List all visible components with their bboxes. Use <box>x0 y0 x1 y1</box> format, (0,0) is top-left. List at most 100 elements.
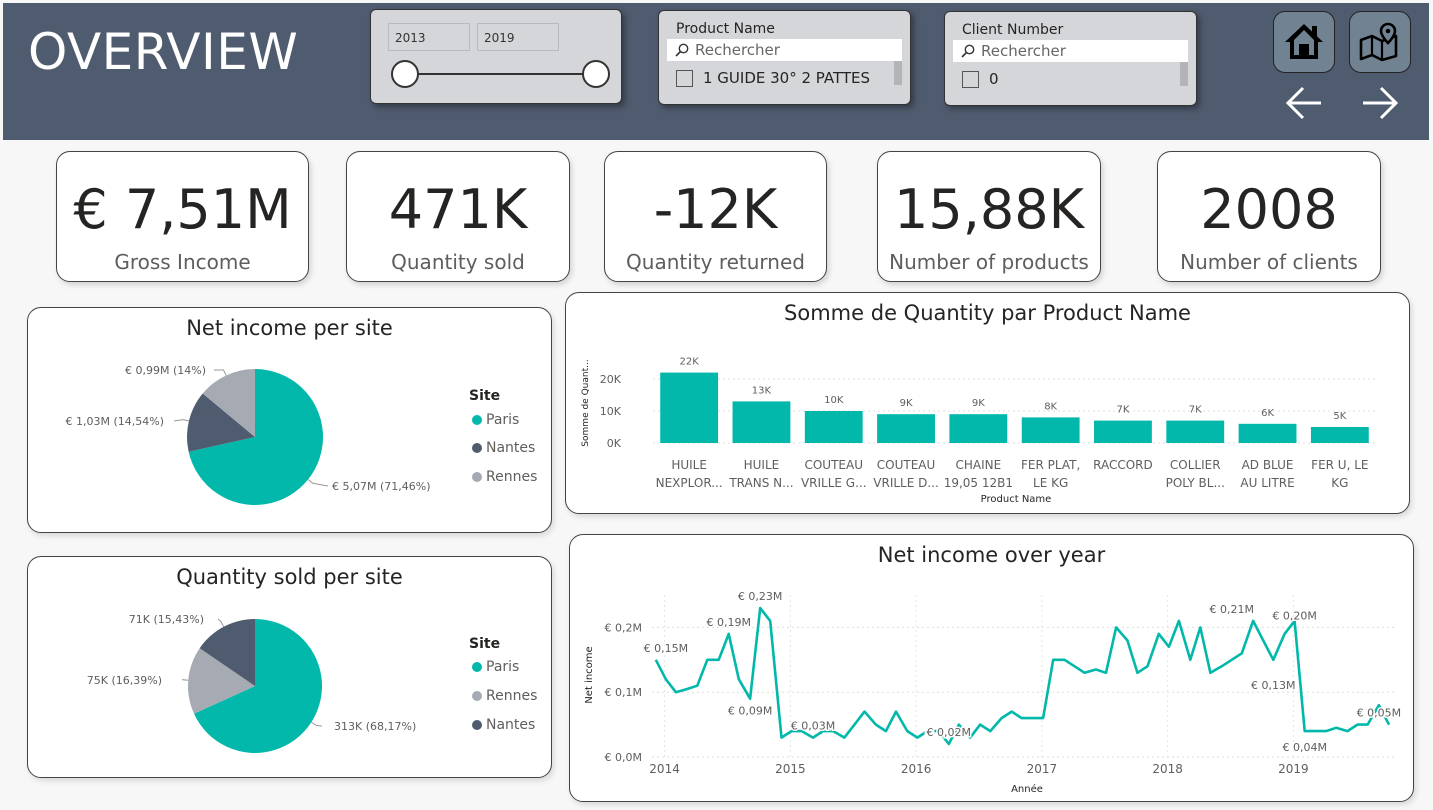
x-tick-label: 2015 <box>775 762 806 776</box>
pie-slice-paris <box>188 369 323 505</box>
kpi-value: € 7,51M <box>73 178 292 241</box>
quantity-sold-per-site-chart: Quantity sold per site 313K (68,17%) 75K … <box>27 556 552 778</box>
product-option-label: 1 GUIDE 30° 2 PATTES <box>703 69 871 87</box>
pie-slice-paris <box>194 619 322 753</box>
legend-item-nantes[interactable]: Nantes <box>472 717 535 733</box>
y-axis-label: Somme de Quant... <box>581 359 591 446</box>
product-option-checkbox[interactable] <box>676 69 693 87</box>
pie-slice-nantes <box>199 619 255 686</box>
year-range-slicer[interactable]: 2013 2019 <box>370 9 622 104</box>
page-title: OVERVIEW <box>28 23 299 81</box>
chart-title: Quantity sold per site <box>176 565 403 589</box>
kpi-value: 471K <box>388 178 528 241</box>
client-slicer-label: Client Number <box>962 22 1064 38</box>
y-tick-label: 20K <box>600 373 622 386</box>
bar <box>1094 420 1152 443</box>
kpi-quantity-sold: 471K Quantity sold <box>346 151 570 282</box>
product-search-placeholder: Rechercher <box>695 41 780 59</box>
x-tick-label: TRANS N... <box>728 476 793 490</box>
x-tick-label: 2016 <box>901 762 932 776</box>
slider-track <box>403 73 595 75</box>
client-list-scrollbar[interactable] <box>1180 62 1188 86</box>
legend-dot <box>472 415 482 425</box>
map-pin-icon <box>1359 22 1398 62</box>
pie-data-label: € 0,99M (14%) <box>125 364 206 377</box>
pie-data-label: 71K (15,43%) <box>129 613 204 626</box>
slider-start-handle[interactable] <box>391 60 419 88</box>
x-tick-label: NEXPLOR... <box>656 476 723 490</box>
year-end-input[interactable]: 2019 <box>477 23 559 51</box>
slider-end-handle[interactable] <box>582 60 610 88</box>
x-axis-label: Année <box>1011 783 1043 795</box>
bar <box>1166 420 1225 443</box>
x-tick-label: CHAINE <box>955 458 1001 472</box>
bar <box>732 401 791 443</box>
series-line-net-income <box>654 606 1391 746</box>
kpi-gross-income: € 7,51M Gross Income <box>56 151 309 282</box>
kpi-value: -12K <box>653 178 778 241</box>
bar-data-label: 7K <box>1189 405 1202 416</box>
client-search-input[interactable]: Rechercher <box>953 40 1188 62</box>
legend-label: Rennes <box>486 688 538 704</box>
product-search-input[interactable]: Rechercher <box>667 39 902 61</box>
legend-dot <box>472 720 482 730</box>
arrow-right-icon[interactable] <box>1360 85 1400 121</box>
bar-data-label: 6K <box>1261 408 1274 419</box>
map-button[interactable] <box>1349 11 1411 73</box>
x-axis-label: Product Name <box>981 494 1052 505</box>
x-tick-label: HUILE <box>744 458 780 472</box>
client-option-checkbox[interactable] <box>962 70 979 88</box>
y-tick-label: € 0,1M <box>605 686 642 699</box>
line-data-label: € 0,20M <box>1272 609 1316 622</box>
pie-slice-rennes <box>202 369 255 437</box>
legend-label: Paris <box>486 412 520 428</box>
line-data-label: € 0,03M <box>791 720 835 733</box>
chart-title: Net income per site <box>186 316 393 340</box>
legend-item-paris[interactable]: Paris <box>472 659 519 675</box>
legend-item-rennes[interactable]: Rennes <box>472 469 537 485</box>
legend-item-rennes[interactable]: Rennes <box>472 688 537 704</box>
kpi-label: Quantity returned <box>626 250 805 274</box>
bar-data-label: 8K <box>1044 401 1057 412</box>
y-tick-label: 10K <box>600 405 622 418</box>
legend-item-paris[interactable]: Paris <box>472 412 519 428</box>
pie-leader-line <box>307 479 329 487</box>
x-tick-label: 2018 <box>1152 762 1183 776</box>
legend-title: Site <box>469 636 501 652</box>
kpi-number-of-clients: 2008 Number of clients <box>1157 151 1381 282</box>
pie-data-label: 75K (16,39%) <box>87 674 162 687</box>
pie-slice-rennes <box>188 648 255 714</box>
product-list-scrollbar[interactable] <box>894 61 902 85</box>
pie-data-label: € 5,07M (71,46%) <box>332 480 431 493</box>
quantity-by-product-chart: Somme de Quantity par Product Name 0K 10K… <box>565 292 1410 514</box>
bar-data-label: 7K <box>1116 405 1129 416</box>
line-data-label: € 0,21M <box>1210 603 1254 616</box>
bar-data-label: 5K <box>1333 411 1346 422</box>
legend-dot <box>472 662 482 672</box>
pie-leader-line <box>182 679 189 681</box>
pie-slice-nantes <box>187 393 255 452</box>
legend-item-nantes[interactable]: Nantes <box>472 440 535 456</box>
bar <box>660 372 719 443</box>
client-option[interactable]: 0 <box>962 70 999 88</box>
bar <box>804 411 863 443</box>
client-search-placeholder: Rechercher <box>981 42 1066 60</box>
bar-data-label: 13K <box>752 385 772 396</box>
x-tick-label: HUILE <box>671 458 707 472</box>
x-tick-label: 2017 <box>1027 762 1058 776</box>
year-start-input[interactable]: 2013 <box>388 23 470 51</box>
product-option[interactable]: 1 GUIDE 30° 2 PATTES <box>676 69 870 87</box>
home-button[interactable] <box>1273 11 1335 73</box>
client-number-slicer: Client Number Rechercher 0 <box>944 11 1197 106</box>
line-data-label: € 0,23M <box>738 590 782 603</box>
bar <box>1021 417 1080 443</box>
bar <box>949 414 1008 443</box>
x-tick-label: 2014 <box>649 762 680 776</box>
bar-chart: 0K 10K 20K Somme de Quant... 22K HUILE NEXPLOR… <box>581 357 1376 505</box>
x-tick-label: KG <box>1331 476 1348 490</box>
legend-label: Paris <box>486 659 520 675</box>
arrow-left-icon[interactable] <box>1284 85 1324 121</box>
line-data-label: € 0,02M <box>927 726 971 739</box>
bar-data-label: 10K <box>824 395 844 406</box>
pie-leader-line <box>173 419 190 422</box>
